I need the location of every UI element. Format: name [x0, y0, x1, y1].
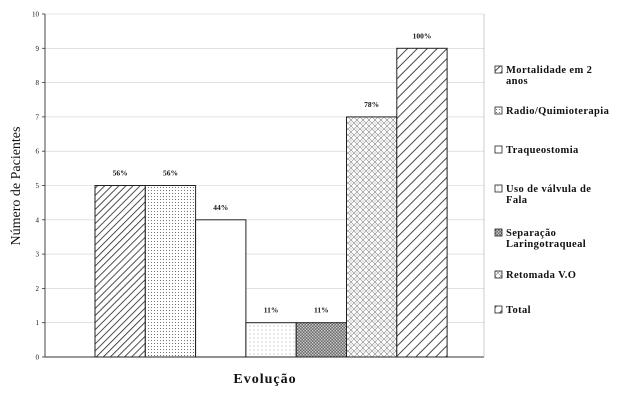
bar-5 [295, 322, 348, 358]
legend-label-1-line2: anos [506, 76, 528, 87]
y-tick-label-0: 0 [36, 354, 40, 362]
bar-1 [94, 185, 146, 358]
x-axis-title: Evolução [233, 372, 296, 387]
y-tick-label-5: 5 [36, 182, 40, 190]
data-label-5: 11% [314, 306, 329, 315]
y-tick-label-2: 2 [36, 285, 40, 293]
y-tick-label-7: 7 [36, 113, 40, 121]
legend-label-1: Mortalidade em 2 [506, 65, 592, 76]
legend-label-5: Separação [506, 228, 556, 239]
legend-label-5-line2: Laringotraqueal [506, 239, 586, 250]
legend-swatch-2 [494, 106, 503, 115]
bar-4 [245, 322, 297, 358]
legend-label-7: Total [506, 305, 531, 316]
y-tick-label-1: 1 [36, 319, 40, 327]
legend-swatch-1 [494, 65, 503, 74]
data-label-2: 56% [163, 169, 178, 178]
legend-swatch-7 [494, 305, 503, 314]
legend-label-6: Retomada V.O [506, 270, 576, 281]
y-tick-label-3: 3 [36, 251, 40, 259]
legend-swatch-4 [494, 184, 503, 193]
legend-label-4: Uso de válvula de [506, 184, 591, 195]
data-label-6: 78% [364, 100, 379, 109]
data-label-1: 56% [113, 169, 128, 178]
y-tick-label-8: 8 [36, 79, 40, 87]
data-label-4: 11% [264, 306, 279, 315]
bar-3 [195, 219, 247, 358]
legend-swatch-5 [494, 228, 503, 237]
y-tick-label-9: 9 [36, 45, 40, 53]
legend-label-4-line2: Fala [506, 195, 528, 206]
bar-6 [346, 116, 398, 358]
y-tick-label-6: 6 [36, 148, 40, 156]
legend-label-2: Radio/Quimioterapia [506, 106, 610, 117]
bar-2 [144, 185, 197, 358]
bar-7 [396, 47, 448, 358]
data-label-7: 100% [413, 31, 432, 40]
y-tick-label-4: 4 [36, 216, 40, 224]
data-labels: 56% 56% 44% 11% 11% 78% 100% [113, 31, 432, 314]
y-tick-label-10: 10 [32, 11, 40, 19]
legend-swatch-6 [494, 270, 503, 279]
data-label-3: 44% [213, 203, 228, 212]
bars [94, 47, 448, 358]
legend-label-3: Traqueostomia [506, 145, 579, 156]
legend-swatch-3 [494, 145, 503, 154]
y-axis-title: Número de Pacientes [9, 127, 24, 246]
